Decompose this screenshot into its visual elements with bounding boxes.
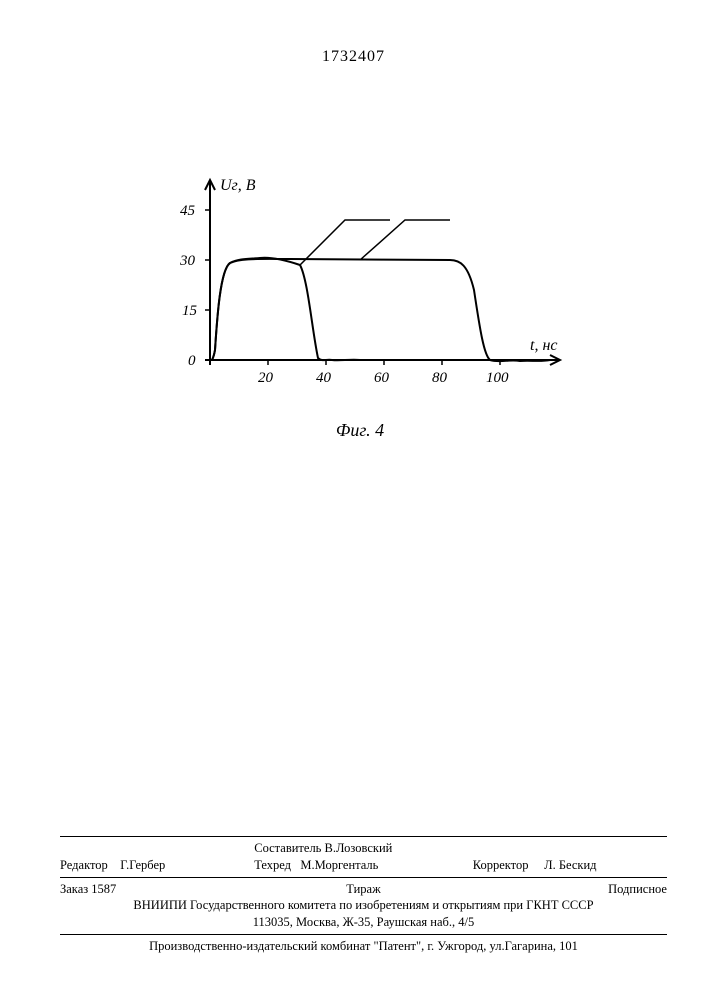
- y-tick-label: 45: [180, 203, 196, 219]
- printer-line: Производственно-издательский комбинат "П…: [60, 938, 667, 955]
- x-tick-label: 60: [374, 370, 390, 386]
- corrector-name: Л. Бескид: [544, 858, 596, 872]
- x-tick-label: 100: [486, 370, 509, 386]
- techred-label: Техред: [254, 858, 291, 872]
- figure-4: Uг, В t, нс 0 15 30 45 20 40 60 80 100: [150, 160, 570, 420]
- y-tick-label: 0: [188, 353, 196, 369]
- org-line-1: ВНИИПИ Государственного комитета по изоб…: [60, 897, 667, 914]
- footer-block: Составитель В.Лозовский Редактор Г.Гербе…: [60, 833, 667, 955]
- subscription-label: Подписное: [473, 881, 667, 898]
- x-axis-label: t, нс: [530, 337, 557, 354]
- curve-wide-pulse: [212, 259, 550, 361]
- order-number: Заказ 1587: [60, 881, 254, 898]
- org-line-2: 113035, Москва, Ж-35, Раушская наб., 4/5: [60, 914, 667, 931]
- chart-svg: Uг, В t, нс 0 15 30 45 20 40 60 80 100: [150, 160, 570, 420]
- page: 1732407 Uг, В t, нс 0: [0, 0, 707, 1000]
- x-tick-label: 40: [316, 370, 332, 386]
- curve-narrow-pulse: [212, 258, 360, 360]
- footer-rule: [60, 877, 667, 878]
- x-tick-label: 80: [432, 370, 448, 386]
- leader-line-2: [360, 220, 450, 260]
- editor-name: Г.Гербер: [120, 858, 165, 872]
- tirazh-label: Тираж: [254, 881, 473, 898]
- y-tick-label: 30: [179, 253, 196, 269]
- compiler-line: Составитель В.Лозовский: [254, 840, 473, 857]
- footer-rule: [60, 836, 667, 837]
- x-tick-label: 20: [258, 370, 274, 386]
- techred-name: М.Моргенталь: [300, 858, 378, 872]
- editor-label: Редактор: [60, 858, 108, 872]
- footer-rule: [60, 934, 667, 935]
- figure-caption: Фиг. 4: [150, 420, 570, 441]
- y-tick-label: 15: [182, 303, 198, 319]
- document-number: 1732407: [0, 48, 707, 66]
- corrector-label: Корректор: [473, 858, 529, 872]
- y-axis-label: Uг, В: [220, 177, 256, 194]
